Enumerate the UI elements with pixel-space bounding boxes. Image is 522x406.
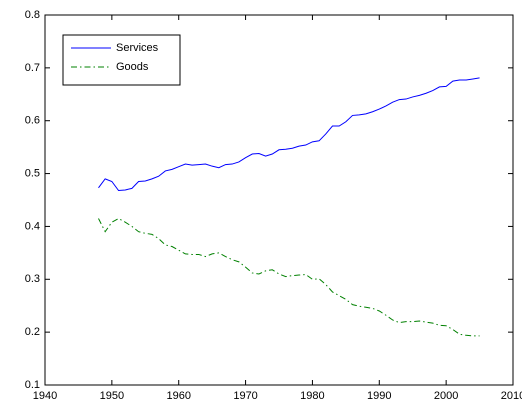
y-tick-label: 0.4 <box>25 220 40 232</box>
x-tick-label: 1960 <box>166 390 190 402</box>
series-line <box>98 77 480 192</box>
legend-label: Goods <box>116 61 149 73</box>
y-tick-label: 0.3 <box>25 273 40 285</box>
x-tick-label: 1940 <box>33 390 57 402</box>
x-tick-label: 1970 <box>233 390 257 402</box>
legend-label: Services <box>116 42 159 54</box>
y-tick-label: 0.6 <box>25 115 40 127</box>
y-tick-label: 0.7 <box>25 62 40 74</box>
y-tick-label: 0.2 <box>25 326 40 338</box>
legend-box <box>62 34 181 86</box>
x-tick-label: 1990 <box>367 390 391 402</box>
x-tick-label: 2000 <box>434 390 458 402</box>
y-tick-label: 0.5 <box>25 167 40 179</box>
y-tick-label: 0.8 <box>25 9 40 21</box>
series-line <box>98 217 480 337</box>
x-tick-label: 1950 <box>100 390 124 402</box>
x-tick-label: 1980 <box>300 390 324 402</box>
y-tick-label: 0.1 <box>25 379 40 391</box>
